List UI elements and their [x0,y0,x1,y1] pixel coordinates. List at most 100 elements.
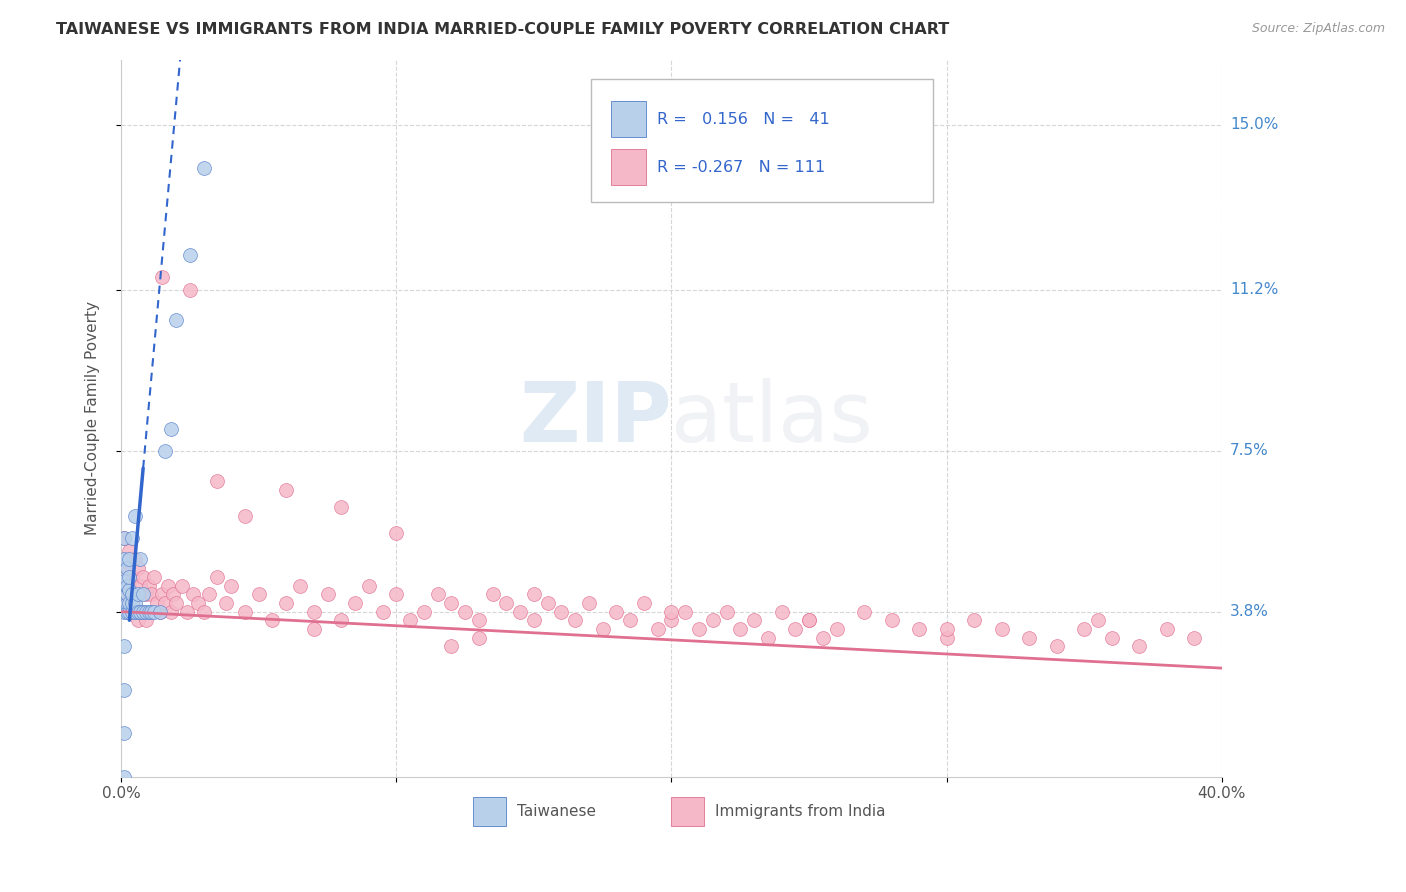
Point [176,605,198,619]
Point [115,596,138,610]
Point [302,622,325,636]
Point [247,587,270,601]
Point [219,578,242,592]
Text: ZIP: ZIP [519,377,672,458]
Point [115,605,138,619]
FancyBboxPatch shape [672,797,704,825]
Point [138,578,160,592]
Point [330,613,353,627]
Point [481,587,503,601]
Point [661,613,683,627]
Point [605,605,627,619]
Point [118,578,141,592]
Point [121,570,143,584]
Point [785,622,807,636]
Point [468,613,491,627]
Point [124,552,146,566]
Point [647,622,669,636]
Point [143,570,166,584]
Y-axis label: Married-Couple Family Poverty: Married-Couple Family Poverty [86,301,100,535]
Point [233,605,256,619]
Point [592,622,614,636]
Point [112,587,135,601]
Point [152,587,174,601]
Point [440,640,463,654]
Point [129,605,152,619]
Point [688,622,710,636]
FancyBboxPatch shape [591,79,934,202]
Point [179,283,201,297]
Point [121,587,143,601]
Point [935,622,957,636]
Point [661,605,683,619]
Point [1018,631,1040,645]
Point [153,443,176,458]
Point [153,596,176,610]
Point [523,587,546,601]
Point [127,605,149,619]
Point [198,587,221,601]
Text: 11.2%: 11.2% [1230,283,1278,297]
Point [509,605,531,619]
Point [550,605,572,619]
Point [138,605,160,619]
Point [118,570,141,584]
Point [159,422,181,436]
Point [118,552,141,566]
Point [262,613,284,627]
Point [132,605,155,619]
Point [141,587,163,601]
Point [135,613,157,627]
Point [673,605,696,619]
Text: TAIWANESE VS IMMIGRANTS FROM INDIA MARRIED-COUPLE FAMILY POVERTY CORRELATION CHA: TAIWANESE VS IMMIGRANTS FROM INDIA MARRI… [56,22,949,37]
Point [112,574,135,589]
Point [129,605,152,619]
Point [385,587,408,601]
Point [115,578,138,592]
Point [115,587,138,601]
Point [825,622,848,636]
Point [121,596,143,610]
Point [578,596,600,610]
Point [127,587,149,601]
Point [124,596,146,610]
Point [1128,640,1150,654]
Point [112,605,135,619]
Point [233,508,256,523]
Point [118,596,141,610]
Point [129,578,152,592]
Point [132,570,155,584]
Point [302,605,325,619]
Point [143,605,166,619]
Point [716,605,738,619]
Point [129,552,152,566]
Point [159,605,181,619]
Point [742,613,765,627]
FancyBboxPatch shape [474,797,506,825]
Point [187,596,209,610]
Point [811,631,834,645]
Point [495,596,517,610]
Point [935,631,957,645]
Point [118,543,141,558]
Point [118,582,141,597]
Point [156,578,179,592]
Point [112,531,135,545]
Point [399,613,422,627]
Point [127,613,149,627]
Point [963,613,986,627]
Point [115,596,138,610]
Point [141,605,163,619]
Text: 15.0%: 15.0% [1230,117,1278,132]
Point [1087,613,1109,627]
Point [619,613,641,627]
Point [170,578,193,592]
Point [454,605,477,619]
Point [121,531,143,545]
Point [207,570,229,584]
Point [853,605,876,619]
Point [112,682,135,697]
Text: Immigrants from India: Immigrants from India [716,804,886,819]
Point [1046,640,1069,654]
Text: atlas: atlas [672,377,873,458]
